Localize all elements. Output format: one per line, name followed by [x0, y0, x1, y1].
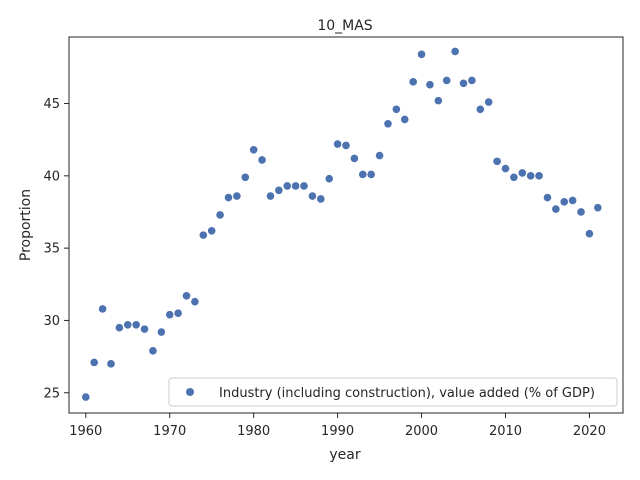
data-point — [115, 323, 124, 332]
data-point — [568, 196, 577, 205]
data-point — [585, 229, 594, 238]
data-point — [367, 170, 375, 179]
data-point — [501, 164, 510, 173]
data-point — [434, 96, 443, 105]
data-point — [157, 328, 166, 336]
data-points — [81, 47, 602, 401]
data-point — [409, 78, 417, 86]
data-point — [560, 198, 569, 206]
data-point — [350, 154, 359, 163]
y-tick-label: 45 — [43, 97, 60, 112]
data-point — [442, 76, 451, 85]
data-point — [81, 393, 90, 401]
data-point — [384, 119, 392, 128]
data-point — [543, 193, 552, 202]
data-point — [484, 98, 493, 106]
data-point — [123, 320, 132, 329]
data-point — [174, 309, 182, 318]
data-point — [149, 347, 157, 355]
data-point — [325, 174, 334, 183]
y-tick-label: 25 — [43, 386, 60, 401]
x-tick-label: 2000 — [405, 424, 438, 439]
data-point — [493, 157, 501, 166]
x-axis: 1960 1970 1980 1990 2000 2010 2020 — [69, 413, 606, 439]
data-point — [266, 192, 275, 200]
data-point — [317, 195, 325, 203]
x-axis-label: year — [329, 447, 360, 463]
legend-marker — [186, 388, 194, 396]
data-point — [283, 182, 292, 190]
data-point — [417, 50, 426, 59]
data-point — [216, 211, 224, 219]
data-point — [426, 80, 434, 89]
data-point — [342, 141, 350, 150]
x-tick-label: 2020 — [573, 424, 606, 439]
data-point — [233, 192, 241, 200]
data-point — [182, 292, 191, 300]
data-point — [165, 310, 174, 319]
data-point — [90, 358, 98, 367]
data-point — [249, 146, 258, 154]
data-point — [241, 173, 250, 182]
data-point — [476, 105, 485, 114]
data-point — [468, 76, 476, 85]
data-point — [577, 208, 585, 216]
data-point — [459, 79, 468, 88]
chart-title: 10_MAS — [317, 18, 372, 34]
data-point — [308, 192, 317, 200]
y-tick-label: 35 — [43, 242, 60, 257]
x-tick-label: 2010 — [489, 424, 522, 439]
data-point — [107, 360, 115, 368]
data-point — [224, 193, 233, 202]
data-point — [552, 205, 560, 213]
y-tick-label: 30 — [43, 314, 60, 329]
data-point — [510, 173, 518, 182]
data-point — [300, 182, 308, 190]
x-tick-label: 1980 — [237, 424, 270, 439]
data-point — [594, 203, 602, 212]
x-tick-label: 1970 — [153, 424, 186, 439]
plot-frame — [68, 36, 624, 414]
data-point — [98, 305, 107, 313]
data-point — [258, 156, 266, 164]
data-point — [207, 226, 216, 235]
y-axis-label: Proportion — [18, 189, 34, 261]
data-point — [132, 320, 140, 329]
data-point — [199, 231, 208, 239]
data-point — [291, 182, 300, 190]
data-point — [375, 151, 384, 160]
x-tick-label: 1960 — [69, 424, 102, 439]
data-point — [451, 47, 459, 56]
data-point — [358, 170, 367, 179]
y-axis: 25 30 35 40 45 — [43, 97, 69, 401]
data-point — [518, 169, 527, 177]
data-point — [526, 172, 535, 180]
legend-box — [168, 377, 618, 407]
data-point — [275, 186, 283, 195]
data-point — [400, 115, 409, 124]
data-point — [535, 172, 543, 180]
data-point — [140, 325, 149, 333]
x-tick-label: 1990 — [321, 424, 354, 439]
data-point — [191, 297, 199, 306]
y-tick-label: 40 — [43, 169, 60, 184]
legend-label: Industry (including construction), value… — [219, 386, 595, 401]
legend: Industry (including construction), value… — [168, 377, 618, 407]
data-point — [333, 140, 342, 148]
data-point — [392, 105, 401, 114]
